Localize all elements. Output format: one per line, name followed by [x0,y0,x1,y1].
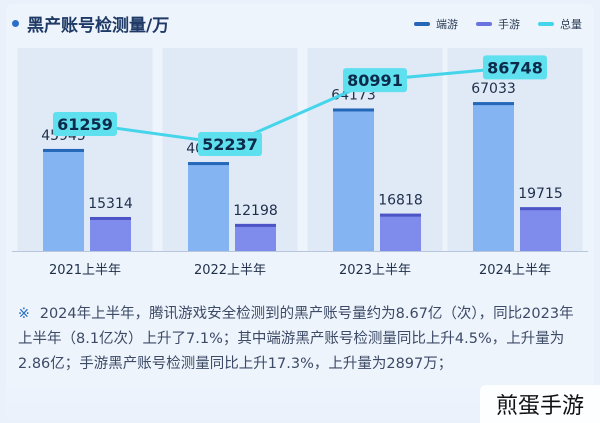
total-label: 52237 [202,135,258,154]
bar-pc-cap [333,108,374,112]
bar-mobile-cap [520,207,561,211]
legend-swatch-mobile [476,22,492,26]
bar-pc-cap [473,102,514,106]
bar-pc-label: 67033 [471,81,516,97]
bar-pc-cap [188,162,229,166]
note-mark: ※ [18,306,30,322]
bar-mobile [520,207,561,251]
legend-swatch-pc [414,22,430,26]
legend-label-pc: 端游 [436,18,458,31]
watermark: 煎蛋手游 [480,385,600,423]
bar-mobile [90,216,131,251]
bar-mobile-label: 12198 [233,203,278,219]
legend-item-pc: 端游 [414,16,458,32]
bar-mobile [235,223,276,251]
total-label-box [483,55,547,80]
x-tick-label: 2023上半年 [339,263,411,278]
x-tick-label: 2021上半年 [49,263,121,278]
legend: 端游 手游 总量 [414,16,582,32]
legend-item-mobile: 手游 [476,16,520,32]
bar-line-chart: 45945153142021上半年40039121982022上半年641731… [12,48,588,278]
x-tick-label: 2024上半年 [479,263,551,278]
total-label-box [198,131,262,156]
bar-pc [473,102,514,251]
chart-title: 黑产账号检测量/万 [12,11,169,36]
chart-title-text: 黑产账号检测量/万 [27,16,170,36]
bar-mobile-cap [235,223,276,227]
bar-mobile-cap [380,213,421,217]
bar-mobile-label: 16818 [378,193,423,209]
bar-pc [333,108,374,252]
bar-mobile-label: 19715 [518,186,563,202]
total-label: 86748 [487,58,543,77]
total-label-box [53,111,117,136]
legend-swatch-total [538,22,554,26]
note-text: 2024年上半年，腾讯游戏安全检测到的黑产账号量约为8.67亿（次），同比202… [18,306,574,372]
summary-note: ※ 2024年上半年，腾讯游戏安全检测到的黑产账号量约为8.67亿（次），同比20… [18,302,583,377]
legend-label-mobile: 手游 [498,18,520,31]
bar-mobile-cap [90,216,131,220]
bullet-icon [12,20,19,27]
legend-label-total: 总量 [560,18,582,31]
legend-item-total: 总量 [538,16,582,32]
total-label-box [343,68,407,93]
bar-pc-cap [43,148,84,152]
total-line [84,65,516,146]
bar-pc [43,148,84,251]
group-panel [17,48,153,251]
bar-mobile [380,213,421,251]
bar-pc [188,162,229,251]
x-tick-label: 2022上半年 [194,263,266,278]
bar-mobile-label: 15314 [88,196,133,212]
total-label: 80991 [347,71,403,90]
total-label: 61259 [57,115,113,134]
